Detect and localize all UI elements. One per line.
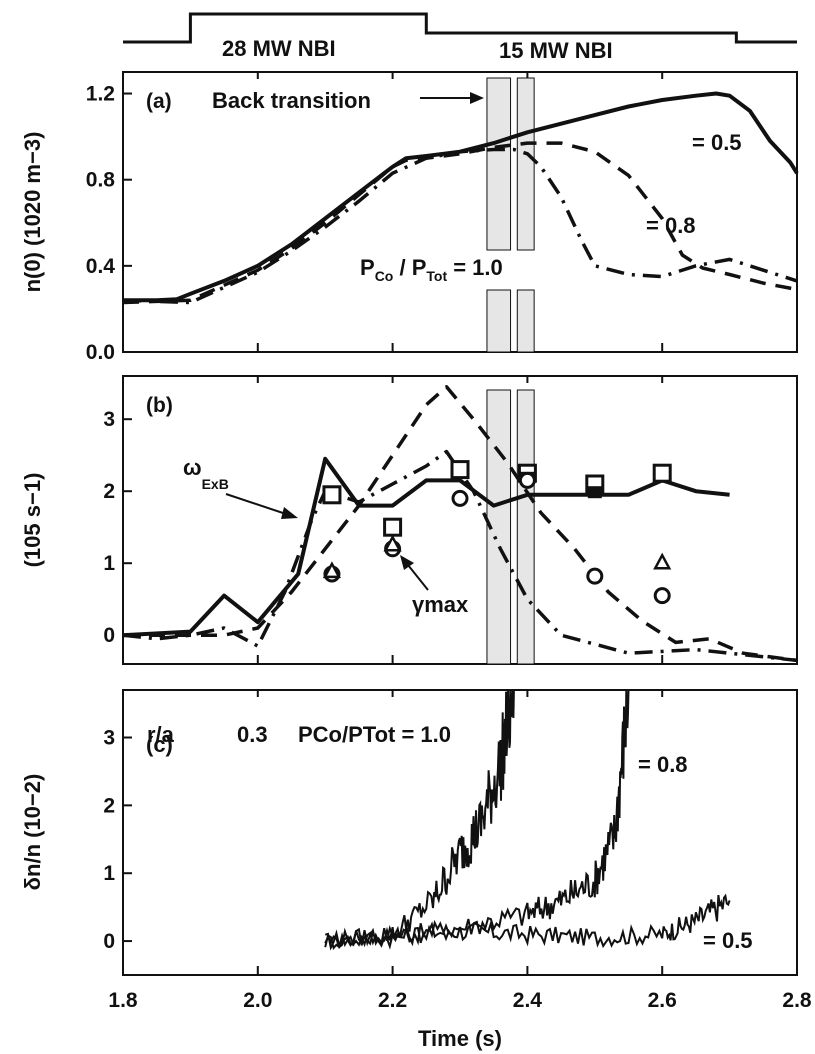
square-marker <box>450 460 470 480</box>
nbi-right-label: 15 MW NBI <box>499 38 613 63</box>
panel-b-label: (b) <box>146 394 173 417</box>
series-line-solid <box>122 456 730 638</box>
y-tick-label: 0 <box>103 930 115 953</box>
x-axis-label: Time (s) <box>418 1026 502 1051</box>
fluctuation-series-1 <box>324 689 630 950</box>
transition-band <box>486 77 512 251</box>
series-line-dashed <box>123 385 798 663</box>
panel-a-plot: 0.0 0.4 0.8 1.2 <box>86 72 799 364</box>
ra-value: 0.3 <box>237 722 268 747</box>
square-marker <box>383 517 403 537</box>
panel-a-label: (a) <box>146 90 172 113</box>
x-tick-label: 2.4 <box>513 989 543 1012</box>
nbi-left-label: 28 MW NBI <box>222 36 336 61</box>
gamma-arrowhead <box>400 555 414 570</box>
transition-band <box>486 289 512 353</box>
ratio-label-c: PCo/PTot = 1.0 <box>298 722 451 747</box>
fluctuation-series-2 <box>324 689 515 949</box>
y-tick-label: 2 <box>103 794 115 817</box>
y-axis-label-a: n(0) (1020 m−3) <box>20 132 45 293</box>
series-line-solid <box>123 91 799 303</box>
nbi-power-trace <box>123 12 797 44</box>
square-marker <box>322 485 342 505</box>
series-label-a-08: = 0.8 <box>646 213 696 238</box>
series-line-dashdot <box>122 147 798 305</box>
transition-band <box>516 77 535 251</box>
back-transition-arrowhead <box>470 92 484 104</box>
y-tick-label: 0.0 <box>86 341 115 364</box>
transition-band <box>516 289 535 353</box>
y-tick-label: 1 <box>103 862 115 885</box>
triangle-marker <box>322 561 342 579</box>
y-tick-label: 3 <box>103 727 115 750</box>
square-marker <box>652 463 672 483</box>
panel-a-frame <box>122 71 798 353</box>
x-tick-label: 2.6 <box>648 989 677 1012</box>
y-tick-label: 2 <box>103 480 115 503</box>
y-tick-label: 0.8 <box>86 169 116 192</box>
series-label-c-05: = 0.5 <box>703 928 753 953</box>
x-tick-label: 2.2 <box>378 989 407 1012</box>
circle-marker <box>586 567 604 585</box>
panel-b-plot: 0 1 2 3 <box>103 376 798 665</box>
ra-label: r/a <box>147 722 175 747</box>
y-tick-label: 0 <box>103 624 115 647</box>
omega-label: ωExB <box>183 455 229 492</box>
panel-c-plot: 0 1 2 3 1.8 2.0 2.2 2.4 2.6 2.8 <box>103 689 812 1012</box>
omega-arrow <box>225 493 287 515</box>
y-tick-label: 1 <box>103 552 115 575</box>
panel-c-label: (c) <box>146 732 173 757</box>
transition-band <box>516 389 535 665</box>
ratio-label-a: PCo / PTot = 1.0 <box>360 255 503 284</box>
x-tick-label: 2.0 <box>243 989 272 1012</box>
y-tick-label: 1.2 <box>86 83 115 106</box>
triangle-marker <box>653 552 672 570</box>
triangle-marker <box>383 534 402 552</box>
panel-b-frame <box>122 375 798 665</box>
series-label-a-05: = 0.5 <box>692 130 742 155</box>
fluctuation-series-0 <box>324 893 731 951</box>
y-tick-label: 0.4 <box>86 255 116 278</box>
back-transition-label: Back transition <box>212 88 371 113</box>
y-axis-label-c: δn/n (10−2) <box>20 774 45 891</box>
circle-marker <box>518 471 536 489</box>
circle-marker <box>451 489 469 507</box>
circle-marker <box>653 587 671 605</box>
filled-square-marker <box>587 486 602 499</box>
x-tick-label: 2.8 <box>782 989 812 1012</box>
panel-c-frame <box>122 689 798 976</box>
gamma-arrow <box>407 564 429 591</box>
omega-arrowhead <box>281 507 298 519</box>
series-label-c-08: = 0.8 <box>638 752 688 777</box>
y-tick-label: 3 <box>103 408 115 431</box>
x-tick-label: 1.8 <box>108 989 138 1012</box>
y-axis-label-b: (105 s−1) <box>20 473 45 568</box>
gamma-label: γmax <box>412 592 469 617</box>
